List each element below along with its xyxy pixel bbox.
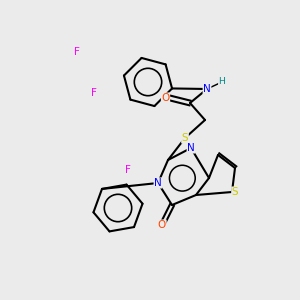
Text: F: F — [125, 165, 131, 175]
Text: S: S — [182, 133, 188, 143]
Text: N: N — [154, 178, 162, 188]
Text: O: O — [158, 220, 166, 230]
Text: F: F — [74, 47, 80, 57]
Text: O: O — [161, 93, 169, 103]
Text: N: N — [187, 143, 195, 153]
Text: N: N — [203, 84, 211, 94]
Text: H: H — [219, 77, 225, 86]
Text: F: F — [91, 88, 97, 98]
Text: S: S — [232, 187, 238, 197]
